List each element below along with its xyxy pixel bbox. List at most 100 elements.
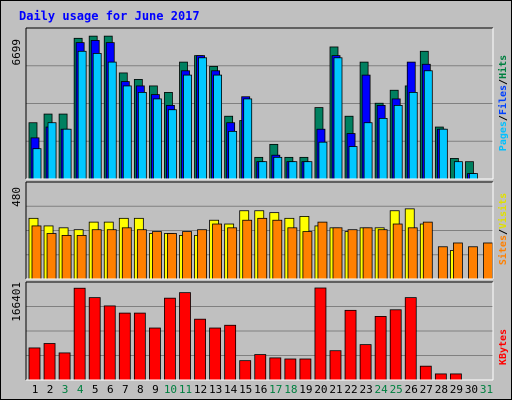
x-tick-label: 24 — [375, 383, 389, 396]
x-tick-label: 19 — [299, 383, 312, 396]
bar-kbytes — [43, 343, 56, 381]
bar-pages — [378, 117, 388, 180]
bar-sites — [317, 221, 328, 280]
x-tick-label: 20 — [314, 383, 327, 396]
legend-entry: Hits — [497, 55, 509, 79]
bar-sites — [377, 229, 388, 280]
bar-pages — [408, 92, 418, 180]
legend-entry: / — [498, 79, 509, 85]
bar-kbytes — [284, 358, 297, 381]
bar-kbytes — [269, 357, 282, 381]
y-max-label: 6699 — [10, 39, 23, 66]
bar-sites — [452, 242, 463, 280]
bar-kbytes — [209, 327, 222, 381]
bar-pages — [183, 74, 192, 180]
x-tick-label: 16 — [254, 383, 267, 396]
bar-kbytes — [58, 352, 71, 381]
bar-sites — [167, 233, 177, 280]
bar-pages — [137, 92, 147, 180]
legend-hits-files-pages: Pages/Files/Hits — [497, 55, 509, 151]
bar-sites — [347, 229, 358, 280]
bar-pages — [393, 105, 403, 180]
x-tick-label: 25 — [390, 383, 403, 396]
bar-kbytes — [118, 312, 131, 381]
bar-sites — [287, 227, 298, 280]
bar-kbytes — [344, 309, 357, 381]
bar-pages — [453, 161, 463, 180]
bar-kbytes — [434, 373, 447, 381]
bar-sites — [151, 231, 162, 280]
bar-kbytes — [224, 324, 237, 381]
legend-entry: Files — [497, 85, 509, 115]
legend-entry: Sites — [497, 235, 509, 265]
bar-pages — [92, 53, 102, 180]
bar-pages — [47, 122, 57, 180]
x-tick-label: 17 — [269, 383, 282, 396]
x-tick-label: 14 — [224, 383, 238, 396]
x-tick-label: 1 — [32, 383, 39, 396]
x-tick-label: 26 — [405, 383, 418, 396]
x-tick-label: 21 — [329, 383, 342, 396]
bar-sites — [197, 229, 207, 280]
bar-pages — [228, 130, 238, 180]
bar-pages — [288, 161, 298, 180]
legend-entry: / — [498, 229, 509, 235]
x-tick-label: 10 — [164, 383, 177, 396]
bar-pages — [333, 57, 343, 180]
legend-entry: / — [498, 115, 509, 121]
bar-sites — [437, 246, 448, 280]
bar-sites — [31, 225, 42, 280]
bar-pages — [318, 141, 328, 180]
bar-kbytes — [254, 354, 267, 381]
legend-kbytes: KBytes — [498, 329, 509, 365]
bar-sites — [136, 229, 147, 280]
bar-pages — [303, 161, 313, 180]
x-tick-label: 5 — [92, 383, 99, 396]
bar-kbytes — [103, 305, 116, 381]
bar-kbytes — [179, 292, 191, 381]
x-tick-label: 29 — [450, 383, 463, 396]
bar-kbytes — [73, 287, 86, 381]
bar-pages — [107, 61, 117, 180]
bar-pages — [438, 128, 448, 180]
bar-kbytes — [404, 297, 417, 381]
legend-entry: KBytes — [498, 329, 509, 365]
bar-pages — [213, 74, 223, 180]
bar-pages — [243, 98, 253, 180]
bar-sites — [468, 246, 478, 280]
bar-sites — [242, 219, 253, 280]
bar-sites — [106, 229, 117, 280]
bar-kbytes — [374, 316, 387, 381]
x-tick-label: 12 — [194, 383, 207, 396]
x-tick-label: 9 — [152, 383, 159, 396]
x-tick-label: 6 — [107, 383, 114, 396]
bar-sites — [46, 233, 57, 280]
bar-pages — [62, 128, 72, 180]
bar-sites — [422, 221, 433, 280]
bar-kbytes — [314, 287, 327, 381]
x-tick-label: 8 — [137, 383, 144, 396]
x-tick-label: 31 — [480, 383, 493, 396]
bar-pages — [152, 98, 162, 180]
bar-kbytes — [88, 297, 101, 381]
bar-pages — [77, 50, 87, 180]
bar-kbytes — [148, 327, 161, 381]
chart-title: Daily usage for June 2017 — [19, 9, 200, 23]
bar-pages — [469, 173, 478, 180]
bar-pages — [198, 57, 207, 180]
bar-sites — [91, 229, 102, 280]
bar-sites — [483, 242, 493, 280]
x-tick-label: 27 — [420, 383, 433, 396]
bar-sites — [332, 227, 343, 280]
x-tick-label: 22 — [344, 383, 357, 396]
bar-sites — [182, 231, 192, 280]
bar-sites — [407, 227, 418, 280]
x-tick-label: 23 — [359, 383, 372, 396]
legend-visits-sites: Sites/Visits — [497, 193, 509, 265]
bar-kbytes — [299, 358, 312, 381]
bar-kbytes — [449, 373, 462, 381]
x-tick-label: 30 — [465, 383, 478, 396]
x-tick-label: 11 — [179, 383, 192, 396]
x-tick-label: 18 — [284, 383, 297, 396]
bar-pages — [273, 156, 283, 180]
